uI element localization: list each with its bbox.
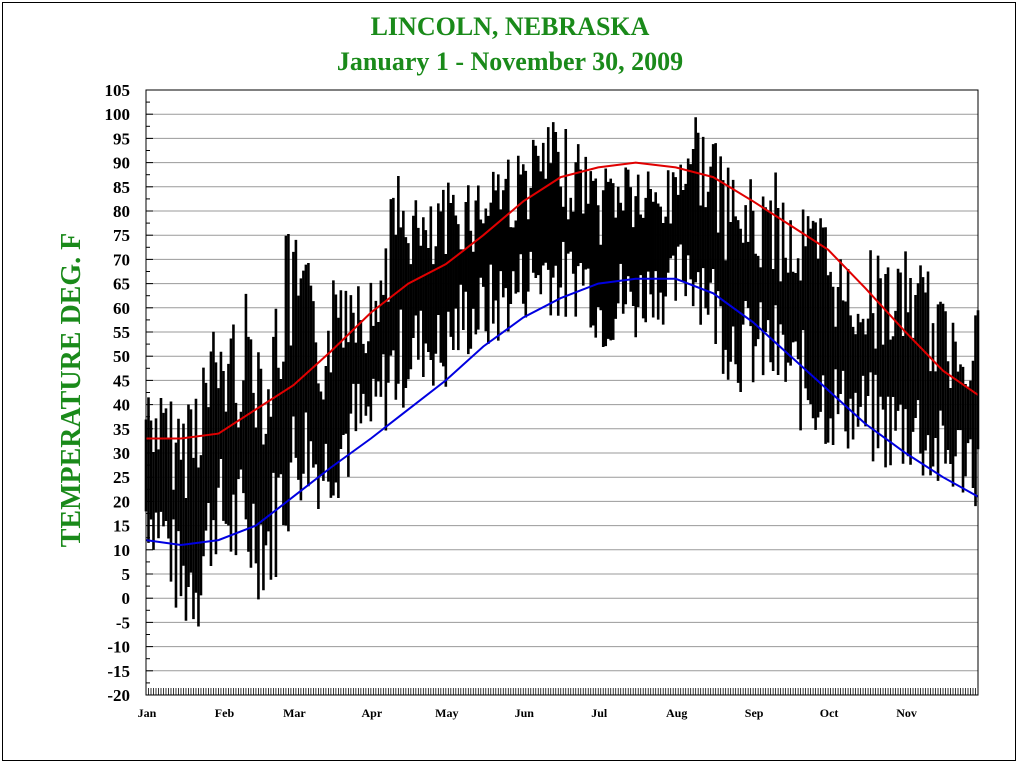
y-tick-label: 15 xyxy=(113,517,130,536)
y-tick-label: 60 xyxy=(113,299,130,318)
month-label: May xyxy=(435,706,458,720)
chart-subtitle: January 1 - November 30, 2009 xyxy=(336,47,684,76)
y-tick-label: 55 xyxy=(113,323,130,342)
y-tick-label: 5 xyxy=(122,565,131,584)
month-label: Jun xyxy=(515,706,535,720)
y-tick-label: 25 xyxy=(113,468,130,487)
y-tick-label: 70 xyxy=(113,250,130,269)
y-tick-label: 90 xyxy=(113,154,130,173)
y-tick-label: 45 xyxy=(113,371,130,390)
month-label: Jan xyxy=(138,706,157,720)
y-tick-label: 65 xyxy=(113,275,130,294)
normal-lines xyxy=(145,161,979,547)
y-tick-label: -15 xyxy=(107,662,130,681)
y-tick-label: -5 xyxy=(116,613,130,632)
y-tick-label: 105 xyxy=(105,81,131,100)
month-label: Nov xyxy=(896,706,917,720)
normal-high-line xyxy=(146,161,979,440)
y-tick-label: 80 xyxy=(113,202,130,221)
daily-range-bars xyxy=(144,117,980,627)
x-axis-ticks: Jan Feb Mar Apr May Jun Jul Aug Sep Oct Nov xyxy=(138,688,979,720)
month-label: Aug xyxy=(666,706,687,720)
y-tick-label: 35 xyxy=(113,420,130,439)
y-tick-label: 85 xyxy=(113,178,130,197)
y-tick-label: 40 xyxy=(113,396,130,415)
chart-title: LINCOLN, NEBRASKA xyxy=(370,12,650,41)
y-tick-label: 20 xyxy=(113,492,130,511)
y-tick-label: 30 xyxy=(113,444,130,463)
month-label: Mar xyxy=(283,706,306,720)
y-tick-label: 0 xyxy=(122,589,131,608)
y-tick-label: 100 xyxy=(105,105,131,124)
plot-border xyxy=(145,89,979,696)
y-tick-label: 10 xyxy=(113,541,130,560)
month-label: Oct xyxy=(820,706,839,720)
month-label: Apr xyxy=(362,706,383,720)
month-label: Sep xyxy=(745,706,764,720)
y-tick-label: -10 xyxy=(107,638,130,657)
month-label: Feb xyxy=(215,706,235,720)
month-label: Jul xyxy=(591,706,608,720)
y-tick-label: 75 xyxy=(113,226,130,245)
y-tick-label: -20 xyxy=(107,686,130,705)
y-tick-label: 95 xyxy=(113,129,130,148)
y-tick-label: 50 xyxy=(113,347,130,366)
normal-low-line xyxy=(145,277,979,547)
